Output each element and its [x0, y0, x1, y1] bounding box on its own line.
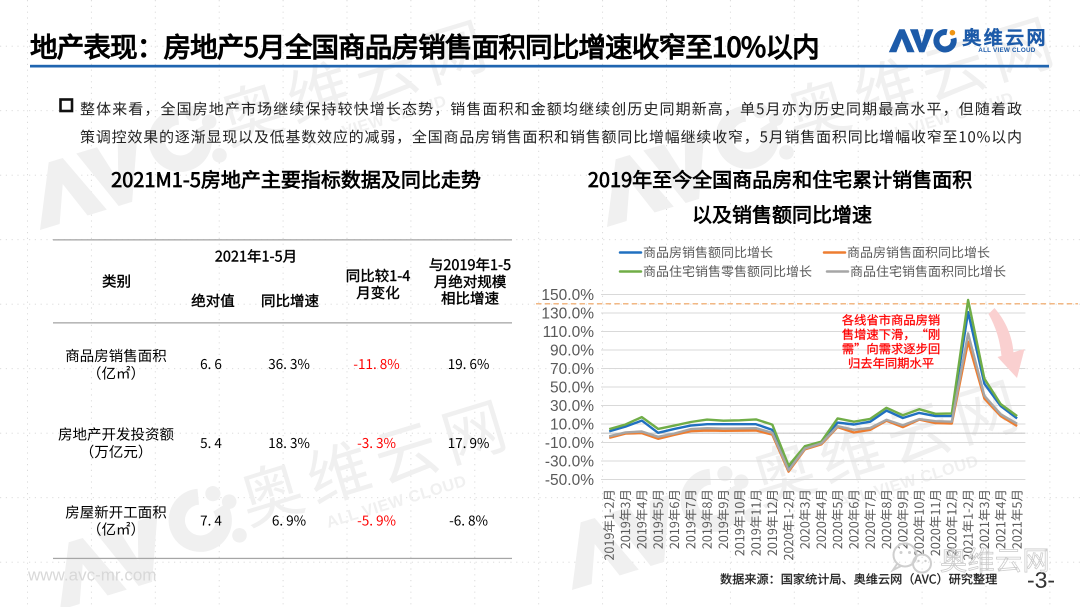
- svg-text:-50.0%: -50.0%: [545, 472, 594, 489]
- svg-text:www.avc-mr.com: www.avc-mr.com: [27, 566, 156, 585]
- svg-text:130.0%: 130.0%: [541, 305, 594, 322]
- svg-text:110.0%: 110.0%: [543, 324, 595, 341]
- svg-text:70.0%: 70.0%: [550, 361, 594, 378]
- svg-text:-30.0%: -30.0%: [545, 453, 594, 470]
- svg-text:10.0%: 10.0%: [550, 416, 594, 433]
- svg-text:30.0%: 30.0%: [550, 398, 594, 415]
- svg-text:90.0%: 90.0%: [550, 342, 594, 359]
- svg-text:150.0%: 150.0%: [541, 287, 594, 304]
- svg-text:50.0%: 50.0%: [550, 379, 594, 396]
- svg-text:ALL VIEW CLOUD: ALL VIEW CLOUD: [978, 47, 1035, 54]
- svg-text:-10.0%: -10.0%: [545, 435, 594, 452]
